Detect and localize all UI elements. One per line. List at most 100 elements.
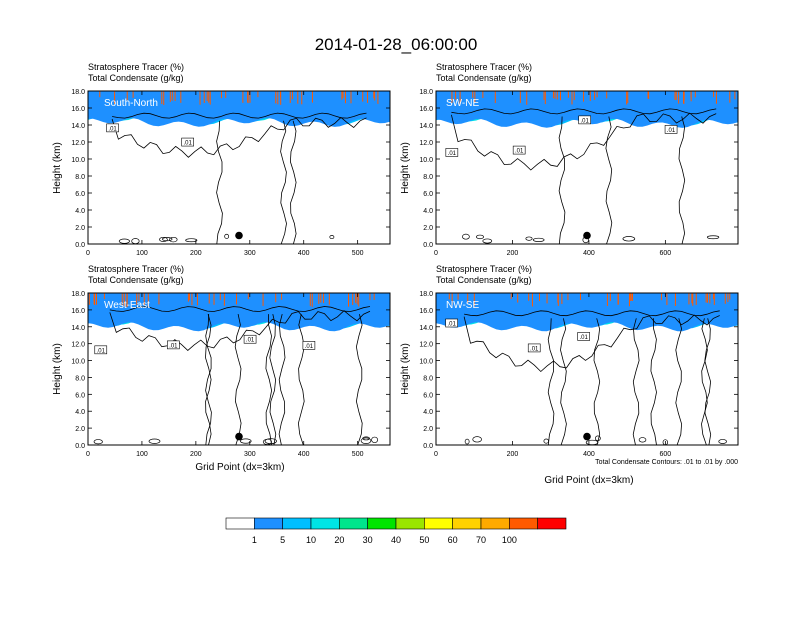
y-tick-label: 4.0 [75,409,85,416]
y-tick-label: 0.0 [75,242,85,249]
condensate-contour [462,233,470,240]
condensate-contour [234,314,242,446]
colorbar-label: 30 [363,535,373,545]
y-tick-label: 12.0 [419,140,433,147]
y-tick-label: 10.0 [71,157,85,164]
contour-label: .01 [97,348,106,354]
panel-nw-se: Stratosphere Tracer (%) Total Condensate… [400,264,739,486]
y-tick-label: 14.0 [71,325,85,332]
condensate-contour [355,314,363,446]
condensate-contour [169,236,178,243]
contour-label: .01 [581,118,590,124]
x-tick-label: 100 [136,250,148,257]
colorbar-swatch [254,517,283,530]
plot-frame [87,90,391,245]
colorbar-swatch [367,517,397,530]
plot-area: .01 .01 .01 .01 0.0 2.0 4.0 6.0 8.0 10.0 12.0 14.0 1… [419,89,739,257]
condensate-contour [109,306,371,312]
condensate-contour [464,438,470,445]
panel-line2: Total Condensate (g/kg) [88,275,184,285]
condensate-contour [525,236,533,241]
y-tick-label: 18.0 [71,89,85,96]
condensate-contour [148,438,161,444]
colorbar-swatch [509,517,538,530]
colorbar-swatch [395,517,425,530]
x-tick-label: 400 [583,250,595,257]
condensate-contour [638,437,647,443]
contour-label-box [106,123,119,133]
x-tick-label: 400 [583,451,595,458]
condensate-contour [475,234,484,240]
location-marker [583,432,591,441]
contour-label-box [302,341,316,350]
condensate-contour [558,116,566,245]
y-tick-label: 6.0 [75,392,85,399]
condensate-contour [678,116,686,245]
condensate-contour [482,238,493,244]
contour-label: .01 [515,149,524,155]
condensate-contour [224,233,230,239]
colorbar-swatch [282,517,312,530]
y-tick-label: 14.0 [71,123,85,130]
condensate-contour [371,436,379,444]
condensate-contour [464,310,720,317]
x-tick-label: 300 [244,250,256,257]
y-tick-label: 2.0 [423,225,433,232]
condensate-contour [216,120,223,245]
condensate-contour [675,318,683,446]
x-tick-label: 100 [136,451,148,458]
y-tick-label: 8.0 [75,375,85,382]
colorbar-swatch [480,517,510,530]
contour-label-box [527,343,541,353]
colorbar-label: 20 [334,535,344,545]
y-tick-label: 18.0 [71,291,85,298]
colorbar-label: 40 [391,535,401,545]
contour-label: .01 [667,128,676,134]
contour-label-box [577,332,590,341]
x-tick-label: 0 [434,451,438,458]
colorbar-swatch [339,517,368,530]
condensate-contour [278,314,286,446]
location-marker [583,231,591,240]
panel-line1: Stratosphere Tracer (%) [88,264,184,274]
contour-label: .01 [448,151,457,157]
x-tick-label: 200 [190,451,202,458]
panel-line1: Stratosphere Tracer (%) [436,264,532,274]
y-tick-label: 8.0 [423,174,433,181]
y-tick-label: 12.0 [419,342,433,349]
tracer-layer [436,293,738,332]
colorbar-label: 70 [476,535,486,545]
condensate-contour [718,439,727,444]
condensate-contour [112,112,367,119]
y-axis-label: Height (km) [52,343,63,395]
contour-label-box [181,137,194,147]
y-tick-label: 8.0 [423,375,433,382]
panel-inset-label: West-East [104,300,150,311]
colorbar-label: 1 [252,535,257,545]
panel-line2: Total Condensate (g/kg) [88,73,184,83]
y-tick-label: 10.0 [71,359,85,366]
contour-label: .01 [580,335,589,341]
colorbar: 1 5 10 20 30 40 50 60 70 100 [225,517,567,545]
y-tick-label: 16.0 [71,308,85,315]
plot-frame [435,292,739,446]
contour-label: .01 [305,344,314,350]
x-tick-label: 0 [86,451,90,458]
condensate-contour [451,108,717,115]
condensate-contour [289,120,297,245]
contour-label-box [445,148,459,157]
panel-inset-label: SW-NE [446,98,479,109]
contour-label-box [94,345,108,355]
y-axis-label: Height (km) [400,343,411,395]
condensate-contour [269,314,277,446]
y-tick-label: 2.0 [75,426,85,433]
contour-label-box [243,334,257,344]
condensate-contour [265,314,273,446]
y-tick-label: 18.0 [419,89,433,96]
y-tick-label: 18.0 [419,291,433,298]
y-tick-label: 8.0 [75,174,85,181]
plot-area: .01 .01 .01 0.0 2.0 4.0 6.0 8.0 10.0 12.0 14.0 16.0… [419,291,739,458]
condensate-contour [701,318,708,446]
figure-title: 2014-01-28_06:00:00 [315,35,478,54]
